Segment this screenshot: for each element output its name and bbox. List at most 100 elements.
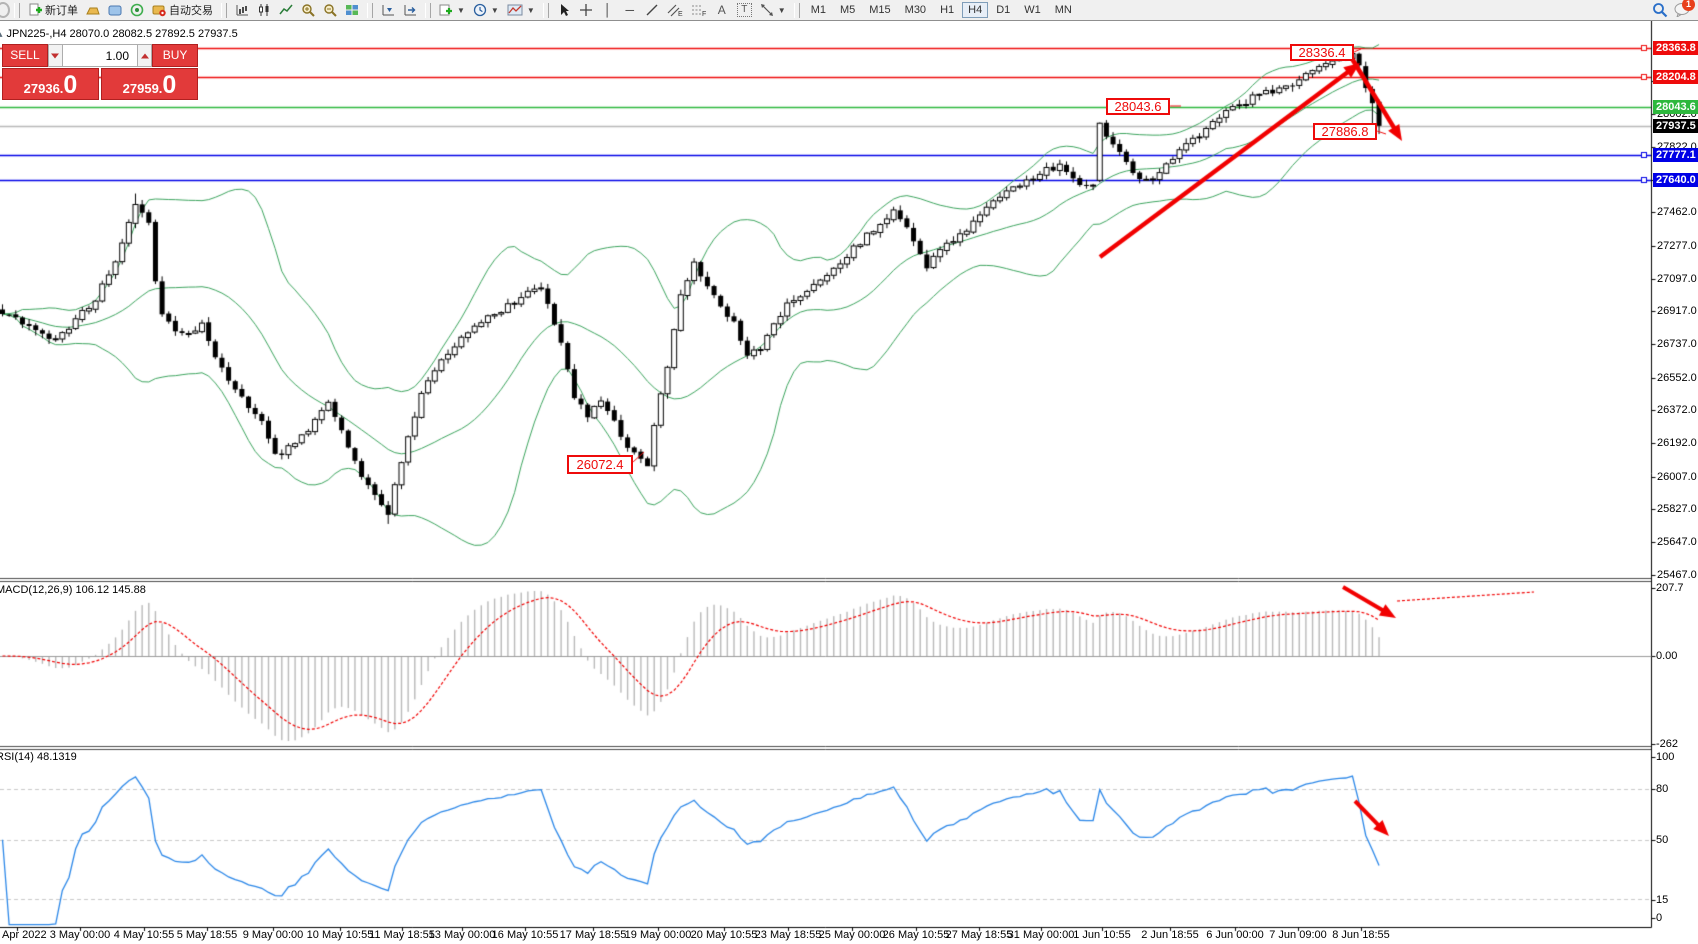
price-axis-tick: 26007.0 bbox=[1657, 470, 1697, 483]
buy-price-bigdigit: 0 bbox=[162, 71, 177, 99]
terminal-button[interactable] bbox=[104, 1, 126, 19]
timeframe-button-W1[interactable]: W1 bbox=[1024, 4, 1041, 16]
price-annotation-box[interactable]: 28336.4 bbox=[1290, 44, 1354, 61]
price-axis-tick: 27097.0 bbox=[1657, 272, 1697, 285]
one-click-trading-widget: SELL BUY 27936.0 27959.0 bbox=[2, 44, 198, 100]
trade-widget-price-row: 27936. 0 27959. 0 bbox=[2, 68, 198, 100]
toolbar-separator bbox=[542, 2, 549, 18]
sell-button[interactable]: SELL bbox=[2, 44, 48, 67]
text-icon: A bbox=[717, 3, 726, 17]
sell-price-panel[interactable]: 27936. 0 bbox=[2, 68, 99, 100]
price-annotation-box[interactable]: 27886.8 bbox=[1313, 123, 1377, 140]
strategy-tester-button[interactable] bbox=[126, 1, 148, 19]
crosshair-icon bbox=[579, 4, 592, 16]
terminal-icon bbox=[108, 5, 122, 16]
rsi-axis-label: 15 bbox=[1656, 894, 1669, 906]
line-chart-mode-button[interactable] bbox=[275, 1, 297, 19]
price-level-tag: 28043.6 bbox=[1653, 100, 1698, 114]
candlestick-icon bbox=[259, 4, 269, 16]
svg-text:F: F bbox=[702, 11, 706, 17]
lot-decrease-button[interactable] bbox=[47, 44, 63, 67]
dropdown-caret-icon: ▼ bbox=[777, 5, 786, 15]
new-order-button[interactable]: 新订单 bbox=[24, 1, 82, 19]
time-axis-label: 20 May 10:55 bbox=[690, 929, 758, 941]
fibonacci-icon: F bbox=[691, 5, 706, 17]
time-axis-label: 25 May 00:00 bbox=[818, 929, 886, 941]
text-label-tool-button[interactable]: T bbox=[733, 1, 756, 19]
zoom-out-button[interactable] bbox=[319, 1, 341, 19]
search-icon[interactable] bbox=[1652, 2, 1668, 18]
time-axis-label: 7 Jun 09:00 bbox=[1269, 929, 1327, 941]
signal-icon bbox=[130, 3, 144, 17]
time-axis-label: 3 May 00:00 bbox=[49, 929, 111, 941]
timeframe-button-H4[interactable]: H4 bbox=[962, 2, 989, 18]
symbol-cursor-icon: ▴ bbox=[0, 28, 3, 39]
template-icon bbox=[507, 4, 523, 16]
sell-price-text: 27936. bbox=[23, 81, 64, 96]
timeframe-button-MN[interactable]: MN bbox=[1054, 4, 1072, 16]
price-annotation-box[interactable]: 28043.6 bbox=[1106, 98, 1170, 115]
line-chart-icon bbox=[279, 4, 293, 15]
timeframe-button-H1[interactable]: H1 bbox=[940, 4, 955, 16]
template-button[interactable]: ▼ bbox=[503, 1, 539, 19]
bar-chart-mode-button[interactable] bbox=[231, 1, 253, 19]
toolbar-separator bbox=[793, 2, 800, 18]
clipped-edge-icon bbox=[0, 2, 10, 18]
time-axis-label: 10 May 10:55 bbox=[306, 929, 374, 941]
chart-shift-button[interactable] bbox=[399, 1, 421, 19]
buy-price-panel[interactable]: 27959. 0 bbox=[101, 68, 198, 100]
vertical-line-tool-button[interactable]: │ bbox=[597, 1, 619, 19]
buy-button[interactable]: BUY bbox=[152, 44, 198, 67]
chat-button[interactable]: 1 bbox=[1674, 0, 1695, 19]
candle-chart-mode-button[interactable] bbox=[253, 1, 275, 19]
autotrade-label: 自动交易 bbox=[169, 5, 213, 17]
timeframe-button-M5[interactable]: M5 bbox=[839, 4, 856, 16]
clock-icon bbox=[473, 3, 487, 17]
auto-scroll-icon bbox=[382, 5, 394, 16]
text-tool-button[interactable]: A bbox=[711, 1, 733, 19]
timeframe-button-M1[interactable]: M1 bbox=[810, 4, 826, 16]
cursor-tool-button[interactable] bbox=[553, 1, 575, 19]
price-level-tag: 27777.1 bbox=[1653, 148, 1698, 162]
lot-increase-button[interactable] bbox=[137, 44, 153, 67]
fibonacci-tool-button[interactable]: F bbox=[687, 1, 711, 19]
gold-ingot-icon bbox=[86, 7, 100, 15]
price-axis-tick: 25647.0 bbox=[1657, 536, 1697, 549]
horizontal-line-tool-button[interactable]: ─ bbox=[619, 1, 641, 19]
timeframe-group: M1 M5 M15 M30 H1 H4 D1 W1 MN bbox=[804, 2, 1079, 18]
lot-size-input[interactable] bbox=[63, 44, 137, 67]
crosshair-tool-button[interactable] bbox=[575, 1, 597, 19]
periods-button[interactable]: ▼ bbox=[469, 1, 503, 19]
trendline-tool-button[interactable] bbox=[641, 1, 663, 19]
svg-text:E: E bbox=[678, 11, 683, 17]
price-level-tag: 28204.8 bbox=[1653, 70, 1698, 84]
timeframe-button-M30[interactable]: M30 bbox=[904, 4, 927, 16]
chart-shift-icon bbox=[404, 5, 416, 16]
zoom-in-button[interactable] bbox=[297, 1, 319, 19]
time-axis-label: 17 May 18:55 bbox=[559, 929, 627, 941]
timeframe-button-M15[interactable]: M15 bbox=[869, 4, 891, 16]
symbol-info-bar: ▴ JPN225-,H4 28070.0 28082.5 27892.5 279… bbox=[0, 28, 238, 40]
price-level-tag: 27937.5 bbox=[1653, 119, 1698, 133]
text-label-icon: T bbox=[736, 3, 752, 17]
rsi-indicator-label: RSI(14) 48.1319 bbox=[0, 751, 77, 763]
timeframe-button-D1[interactable]: D1 bbox=[996, 4, 1011, 16]
rsi-axis-label: 100 bbox=[1656, 751, 1675, 763]
time-axis-label: 6 Jun 00:00 bbox=[1206, 929, 1264, 941]
arrows-tool-button[interactable]: ▼ bbox=[756, 1, 790, 19]
equidistant-channel-tool-button[interactable]: E bbox=[663, 1, 687, 19]
autotrade-button[interactable]: 自动交易 bbox=[148, 1, 217, 19]
price-axis-tick: 26192.0 bbox=[1657, 437, 1697, 450]
market-watch-button[interactable] bbox=[82, 1, 104, 19]
toolbar-right-group: 1 bbox=[1652, 0, 1698, 19]
auto-scroll-button[interactable] bbox=[377, 1, 399, 19]
price-axis-tick: 25827.0 bbox=[1657, 503, 1697, 516]
notification-badge: 1 bbox=[1682, 0, 1695, 11]
price-annotation-box[interactable]: 26072.4 bbox=[567, 455, 633, 474]
time-axis-label: 31 May 00:00 bbox=[1007, 929, 1075, 941]
dropdown-caret-icon: ▼ bbox=[490, 5, 499, 15]
dropdown-caret-icon: ▼ bbox=[526, 5, 535, 15]
tile-windows-button[interactable] bbox=[341, 1, 363, 19]
add-indicator-button[interactable]: ▼ bbox=[435, 1, 469, 19]
